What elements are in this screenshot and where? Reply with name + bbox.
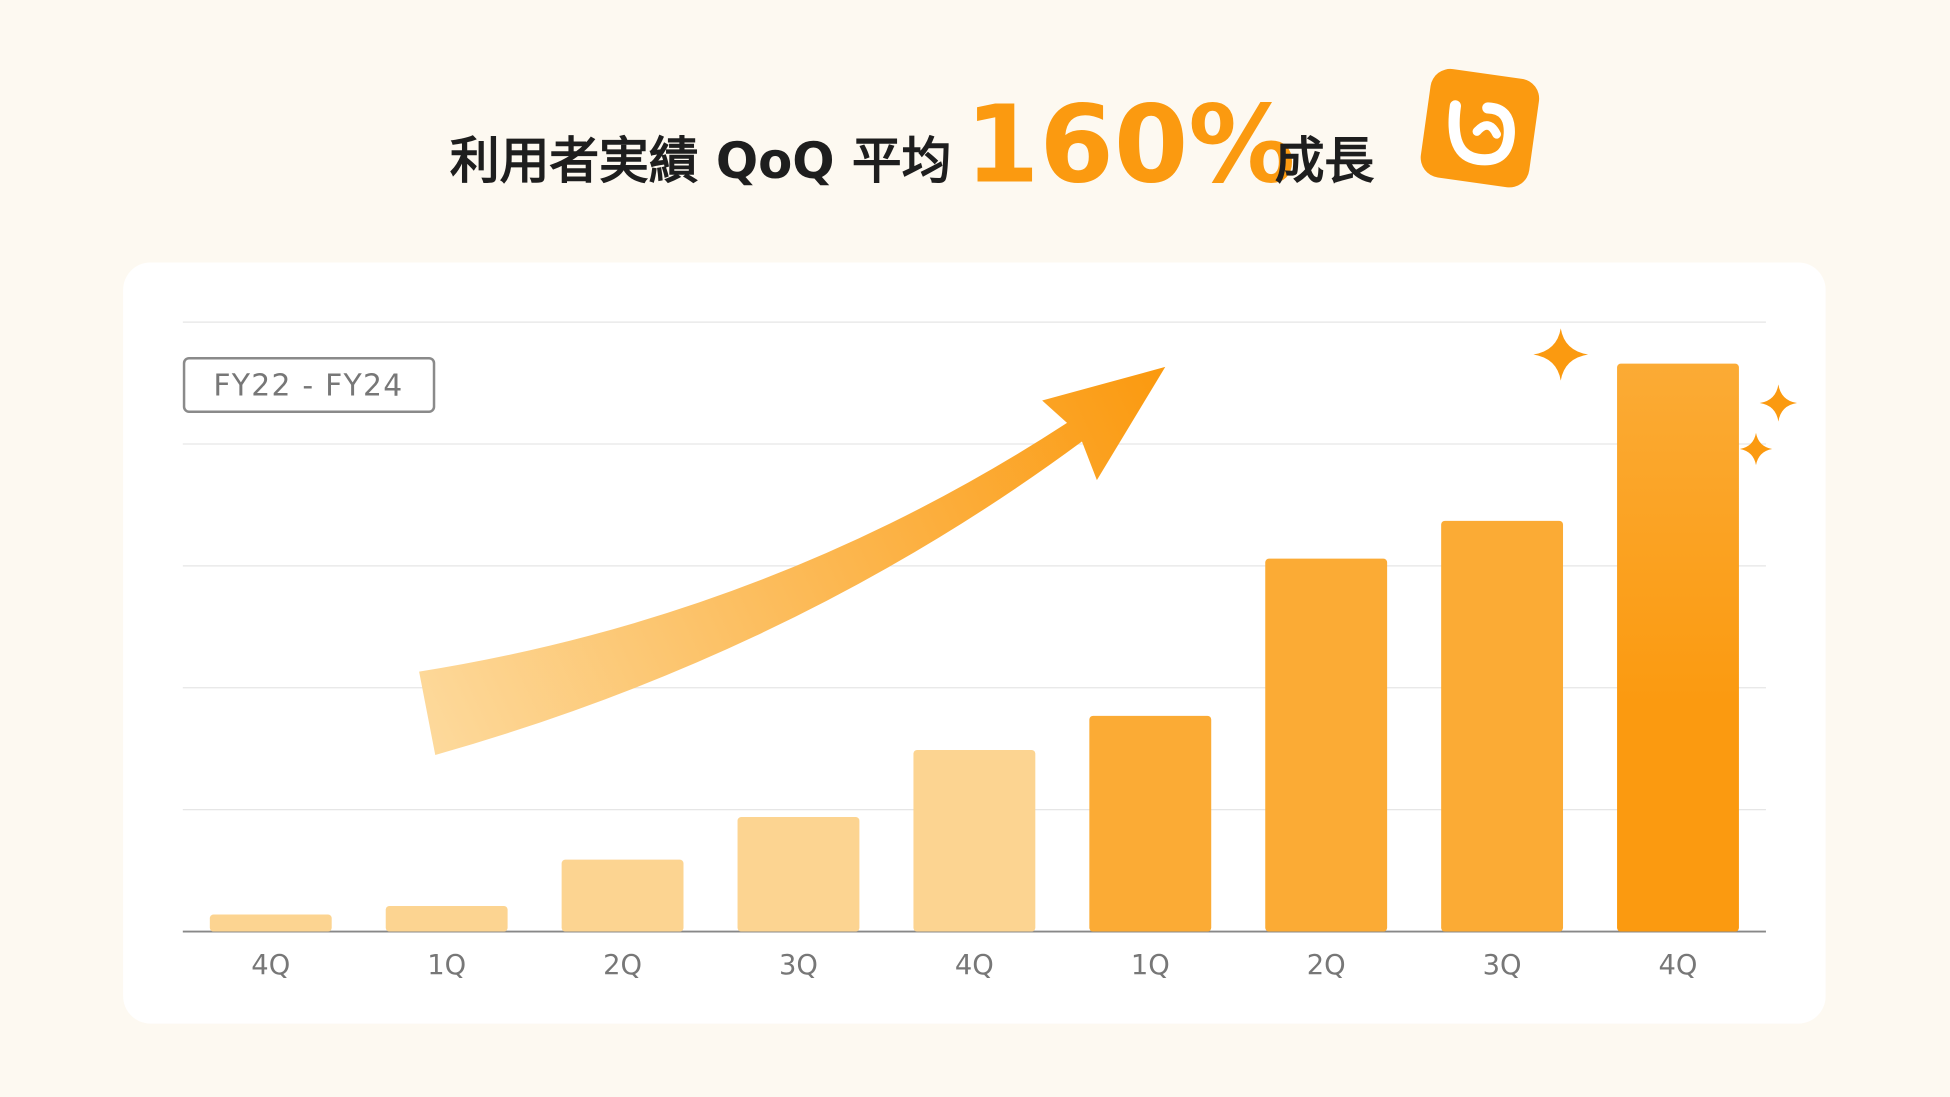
bar [913,749,1036,932]
bar [737,816,860,932]
bar [561,859,684,932]
bar [1617,363,1739,932]
trend-arrow [419,366,1166,755]
sparkles [1533,328,1798,466]
x-tick-label: 1Q [1131,950,1170,981]
x-tick-label: 3Q [1483,950,1522,981]
title-suffix: 成長 [1275,132,1375,190]
bar [385,905,508,932]
x-tick-label: 2Q [1307,950,1346,981]
logo-icon [1420,68,1540,188]
x-tick-label: 4Q [1659,950,1698,981]
title: 利用者実績 QoQ 平均 [450,132,952,190]
card [123,262,1826,1024]
x-tick-label: 2Q [603,950,642,981]
period-badge [182,356,436,413]
x-tick-label: 4Q [251,950,290,981]
bar [1441,520,1564,932]
x-tick-label: 4Q [955,950,994,981]
period-label: FY22 - FY24 [213,368,403,403]
bar [1089,715,1212,932]
bar [1265,558,1388,932]
bar [209,914,332,932]
x-tick-label: 1Q [427,950,466,981]
x-tick-label: 3Q [779,950,818,981]
title-highlight: 160% [965,84,1295,208]
